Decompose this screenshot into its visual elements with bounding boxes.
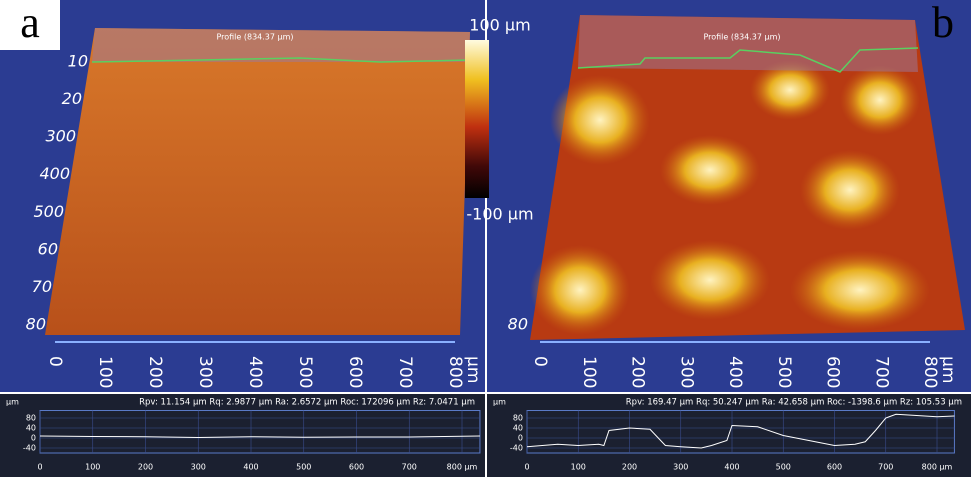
x-tick-label: 800 µm bbox=[922, 463, 953, 472]
y-tick-label: 40 bbox=[513, 424, 523, 433]
x-tick-label: 400 bbox=[724, 463, 739, 472]
y-tick-label: -40 bbox=[510, 444, 523, 453]
surface-y-label: 500 bbox=[33, 202, 64, 221]
panel-label: a bbox=[20, 0, 40, 47]
x-tick-label: 0 bbox=[37, 463, 42, 472]
x-tick-label: 300 bbox=[191, 463, 206, 472]
surface-x-tick: 200 bbox=[628, 356, 648, 388]
surface-y-label: 70 bbox=[32, 277, 52, 296]
surface-x-unit: µm bbox=[938, 356, 958, 383]
surface-y-label: 20 bbox=[62, 89, 82, 108]
y-tick-label: 80 bbox=[513, 414, 523, 423]
surface-y-label: 80 bbox=[508, 315, 528, 334]
x-tick-label: 700 bbox=[402, 463, 417, 472]
x-tick-label: 500 bbox=[776, 463, 791, 472]
profile-tag: Profile (834.37 µm) bbox=[216, 33, 293, 42]
colorbar-min: -100 µm bbox=[466, 205, 533, 224]
y-tick-label: 0 bbox=[31, 434, 36, 443]
surface-y-label: 80 bbox=[26, 315, 46, 334]
surface-x-tick: 0 bbox=[45, 356, 65, 367]
y-unit: µm bbox=[493, 398, 506, 407]
x-tick-label: 0 bbox=[524, 463, 529, 472]
surface-x-tick: 800 bbox=[920, 356, 940, 388]
surface bbox=[45, 28, 470, 335]
surface-x-tick: 500 bbox=[295, 356, 315, 388]
surface-x-tick: 600 bbox=[345, 356, 365, 388]
profile-band bbox=[578, 15, 918, 72]
surface-x-tick: 0 bbox=[530, 356, 550, 367]
y-tick-label: 80 bbox=[26, 414, 36, 423]
surface-x-tick: 200 bbox=[145, 356, 165, 388]
x-tick-label: 100 bbox=[571, 463, 586, 472]
surface-y-label: 10 bbox=[68, 52, 88, 71]
surface-x-tick: 500 bbox=[774, 356, 794, 388]
profile-tag: Profile (834.37 µm) bbox=[703, 33, 780, 42]
surface-x-unit: µm bbox=[463, 356, 483, 383]
x-tick-label: 700 bbox=[878, 463, 893, 472]
x-tick-label: 800 µm bbox=[447, 463, 478, 472]
surface-x-tick: 800 bbox=[445, 356, 465, 388]
surface-x-tick: 700 bbox=[395, 356, 415, 388]
surface-y-label: 400 bbox=[39, 164, 70, 183]
x-tick-label: 500 bbox=[296, 463, 311, 472]
surface-x-tick: 600 bbox=[823, 356, 843, 388]
x-tick-label: 400 bbox=[243, 463, 258, 472]
profile-stats: Rpv: 169.47 µm Rq: 50.247 µm Ra: 42.658 … bbox=[626, 398, 962, 408]
surface-x-tick: 700 bbox=[871, 356, 891, 388]
x-tick-label: 600 bbox=[349, 463, 364, 472]
profile-stats: Rpv: 11.154 µm Rq: 2.9877 µm Ra: 2.6572 … bbox=[139, 398, 475, 408]
colorbar bbox=[465, 40, 489, 198]
y-tick-label: -40 bbox=[23, 444, 36, 453]
surface-x-tick: 300 bbox=[195, 356, 215, 388]
x-tick-label: 100 bbox=[85, 463, 100, 472]
surface-x-tick: 100 bbox=[579, 356, 599, 388]
x-tick-label: 300 bbox=[673, 463, 688, 472]
y-tick-label: 40 bbox=[26, 424, 36, 433]
x-tick-label: 600 bbox=[827, 463, 842, 472]
surface-x-tick: 300 bbox=[676, 356, 696, 388]
panel-label: b bbox=[932, 0, 954, 47]
surface-x-tick: 400 bbox=[245, 356, 265, 388]
y-tick-label: 0 bbox=[518, 434, 523, 443]
surface-x-tick: 100 bbox=[95, 356, 115, 388]
figure: 100 µm -100 µm aProfile (834.37 µm)01002… bbox=[0, 0, 971, 477]
surface-y-label: 60 bbox=[38, 239, 58, 258]
colorbar-max: 100 µm bbox=[469, 16, 530, 35]
x-tick-label: 200 bbox=[138, 463, 153, 472]
x-tick-label: 200 bbox=[622, 463, 637, 472]
surface-y-label: 300 bbox=[45, 127, 76, 146]
surface-x-tick: 400 bbox=[725, 356, 745, 388]
y-unit: µm bbox=[6, 398, 19, 407]
